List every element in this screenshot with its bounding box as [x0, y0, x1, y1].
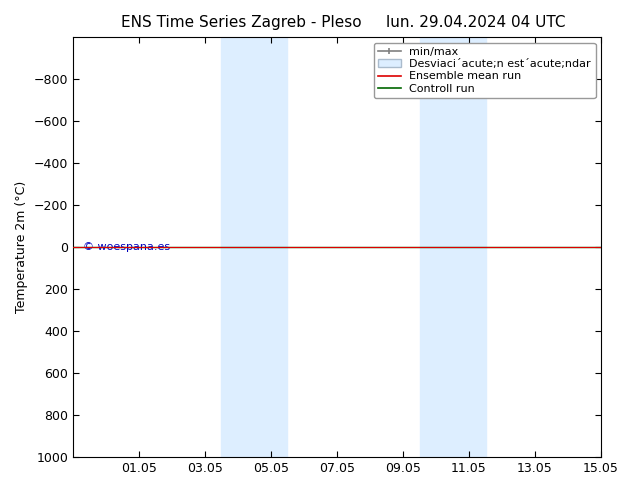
- Bar: [221, 37, 287, 457]
- Bar: [420, 37, 486, 457]
- Legend: min/max, Desviaci´acute;n est´acute;ndar, Ensemble mean run, Controll run: min/max, Desviaci´acute;n est´acute;ndar…: [374, 43, 595, 98]
- Text: © woespana.es: © woespana.es: [84, 242, 171, 252]
- Text: ENS Time Series Zagreb - Pleso: ENS Time Series Zagreb - Pleso: [120, 15, 361, 30]
- Y-axis label: Temperature 2m (°C): Temperature 2m (°C): [15, 181, 28, 313]
- Text: lun. 29.04.2024 04 UTC: lun. 29.04.2024 04 UTC: [385, 15, 566, 30]
